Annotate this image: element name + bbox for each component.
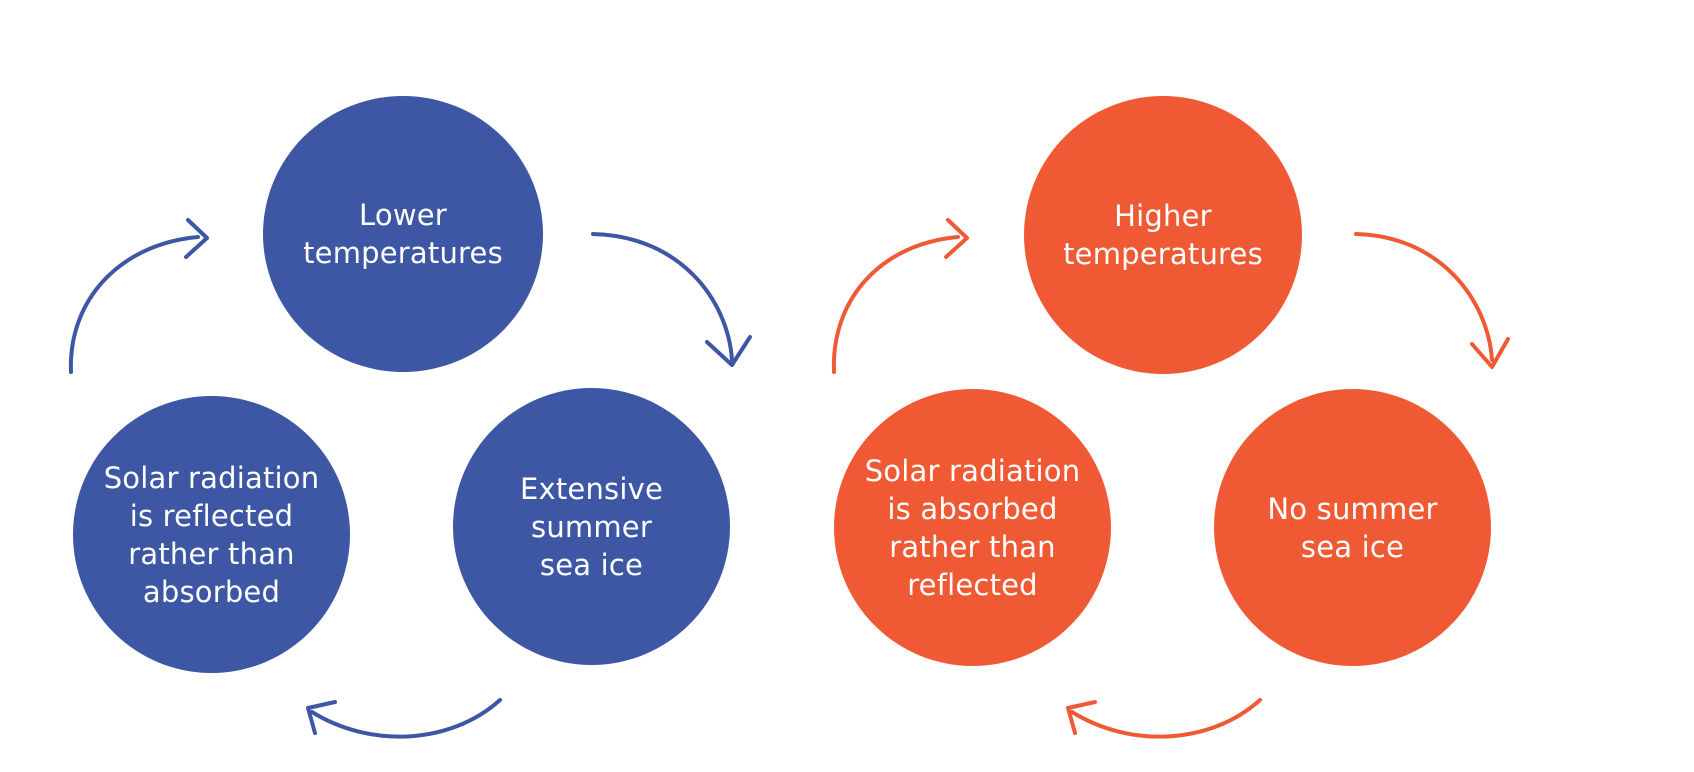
cold-right-node: Extensive summer sea ice — [453, 388, 730, 665]
warm-arrowhead-top-to-right — [1470, 337, 1510, 369]
cold-arrowhead-right-to-left — [306, 700, 337, 735]
cold-top-node: Lower temperatures — [263, 96, 543, 372]
warm-left-label: Solar radiation is absorbed rather than … — [864, 453, 1081, 602]
warm-arrows-group — [831, 218, 1510, 739]
warm-left-node: Solar radiation is absorbed rather than … — [834, 389, 1111, 666]
cold-right-label: Extensive summer sea ice — [519, 471, 664, 582]
cold-arrow-top-to-right — [591, 232, 734, 362]
warm-arrowhead-right-to-left — [1066, 700, 1097, 735]
warm-top-node: Higher temperatures — [1024, 96, 1302, 374]
cold-arrow-right-to-left — [310, 698, 502, 739]
cold-arrow-left-to-top — [68, 235, 200, 374]
warm-arrow-left-to-top — [831, 235, 960, 374]
cold-arrowhead-top-to-right — [705, 335, 752, 367]
warm-right-label: No summer sea ice — [1267, 491, 1438, 564]
warm-right-node: No summer sea ice — [1214, 389, 1491, 666]
cold-top-label: Lower temperatures — [303, 198, 503, 270]
warm-top-label: Higher temperatures — [1063, 199, 1263, 271]
warm-arrow-right-to-left — [1070, 698, 1262, 739]
warm-arrowhead-left-to-top — [944, 218, 969, 259]
cold-left-label: Solar radiation is reflected rather than… — [103, 460, 320, 609]
cold-left-node: Solar radiation is reflected rather than… — [73, 396, 350, 673]
cold-arrows-group — [68, 218, 752, 739]
cold-arrowhead-left-to-top — [184, 218, 209, 259]
warm-arrow-top-to-right — [1354, 232, 1494, 362]
